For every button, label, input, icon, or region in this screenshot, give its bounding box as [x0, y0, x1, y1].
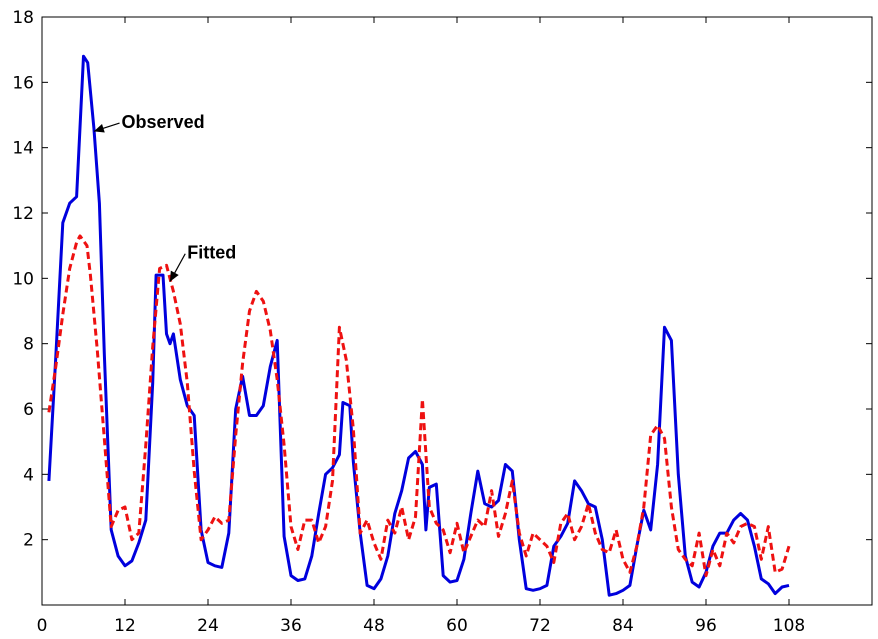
y-tick-label: 18	[12, 8, 34, 28]
y-tick-label: 6	[23, 400, 34, 420]
y-tick-label: 12	[12, 204, 34, 224]
x-tick-label: 60	[446, 616, 468, 636]
y-tick-label: 8	[23, 335, 34, 355]
x-tick-label: 24	[197, 616, 219, 636]
y-tick-label: 4	[23, 465, 34, 485]
x-tick-label: 12	[114, 616, 136, 636]
fitted-annotation-label: Fitted	[187, 243, 236, 263]
x-tick-label: 36	[280, 616, 302, 636]
plot-area	[42, 17, 872, 605]
observed-annotation-label: Observed	[122, 112, 205, 132]
x-tick-label: 96	[695, 616, 717, 636]
observed-series-line	[47, 54, 790, 597]
x-tick-label: 108	[773, 616, 805, 636]
series-layer	[47, 54, 791, 597]
fitted-series-line	[47, 234, 791, 578]
y-tick-label: 16	[12, 73, 34, 93]
y-tick-label: 2	[23, 531, 34, 551]
x-tick-label: 84	[612, 616, 634, 636]
annotation-arrow-head	[93, 123, 105, 133]
x-tick-label: 48	[363, 616, 385, 636]
x-tick-label: 0	[37, 616, 48, 636]
annotation-arrow-head	[169, 270, 179, 282]
x-tick-label: 72	[529, 616, 551, 636]
annotations: Observed Fitted	[93, 112, 236, 282]
y-tick-label: 10	[12, 269, 34, 289]
y-tick-label: 14	[12, 139, 34, 159]
plot-background	[42, 17, 872, 605]
